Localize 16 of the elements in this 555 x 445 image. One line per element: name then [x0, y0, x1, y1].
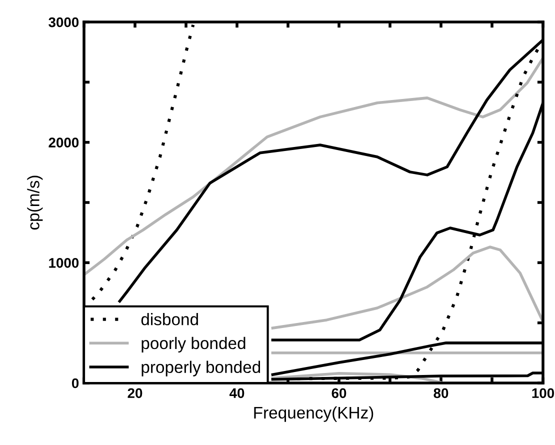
x-tick-label: 100 [532, 388, 554, 398]
x-axis-title: Frequency(KHz) [254, 406, 374, 422]
y-tick-label: 3000 [48, 17, 79, 28]
line-series [84, 56, 543, 276]
x-tick-label: 60 [332, 388, 346, 398]
x-tick-label: 80 [434, 388, 448, 398]
x-tick-label: 40 [229, 388, 244, 398]
legend-label: disbond [141, 313, 198, 326]
legend-label: poorly bonded [142, 336, 246, 352]
y-tick-label: 1000 [49, 258, 79, 268]
y-tick-label: 2000 [48, 138, 79, 148]
x-tick-label: 20 [128, 388, 142, 398]
line-series [271, 246, 543, 330]
legend-label: properly bonded [142, 360, 260, 376]
y-axis-title: cp(m/s) [27, 176, 43, 230]
y-tick-label: 0 [72, 378, 79, 388]
